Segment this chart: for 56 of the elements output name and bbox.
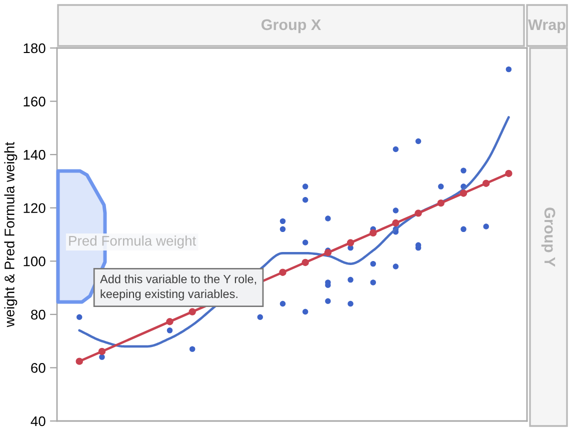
text: Group X xyxy=(262,19,321,34)
point xyxy=(325,216,331,222)
point xyxy=(348,276,354,283)
text: Wrap xyxy=(528,19,566,34)
y-tick-label: 60 xyxy=(31,363,46,373)
point xyxy=(76,358,83,365)
point xyxy=(166,328,173,334)
y-tick-label: 180 xyxy=(24,43,46,54)
y-tick-label: 140 xyxy=(24,150,46,160)
y-axis-title: weight & Pred Formula weight xyxy=(4,142,18,328)
point xyxy=(392,146,399,152)
point xyxy=(257,314,263,320)
point xyxy=(460,226,466,232)
point xyxy=(437,199,445,207)
point xyxy=(392,264,399,270)
point xyxy=(370,280,376,286)
point xyxy=(482,180,490,187)
text: Group Y xyxy=(541,208,556,267)
point xyxy=(505,170,512,178)
point xyxy=(370,260,376,267)
point xyxy=(483,224,489,230)
point xyxy=(302,308,308,315)
point xyxy=(302,240,308,246)
point xyxy=(280,300,286,307)
y-tick-label: 100 xyxy=(24,256,46,266)
point xyxy=(280,226,286,232)
point xyxy=(302,184,308,190)
point xyxy=(346,239,354,246)
point xyxy=(189,346,196,352)
point xyxy=(166,318,174,326)
point xyxy=(414,210,422,217)
point xyxy=(302,258,309,266)
point xyxy=(324,249,332,256)
point xyxy=(98,348,106,356)
point xyxy=(188,308,196,316)
point xyxy=(506,66,512,72)
point xyxy=(302,197,308,203)
point xyxy=(415,138,422,144)
point xyxy=(279,268,286,276)
annotation: Add this variable to the Y role, keeping existing variables. xyxy=(100,274,256,300)
point xyxy=(99,354,105,360)
y-tick-label: 80 xyxy=(31,310,46,320)
point xyxy=(325,298,331,304)
y-tick-label: 120 xyxy=(24,203,46,214)
point xyxy=(76,314,82,320)
point xyxy=(348,300,354,307)
point xyxy=(370,229,377,237)
annotation: Pred Formula weight xyxy=(69,236,196,248)
point xyxy=(392,208,399,214)
point xyxy=(438,184,444,190)
point xyxy=(460,168,466,174)
point xyxy=(460,190,468,197)
y-tick-label: 40 xyxy=(30,416,46,426)
y-tick-label: 160 xyxy=(24,96,46,106)
point xyxy=(280,218,286,224)
point xyxy=(392,219,400,227)
